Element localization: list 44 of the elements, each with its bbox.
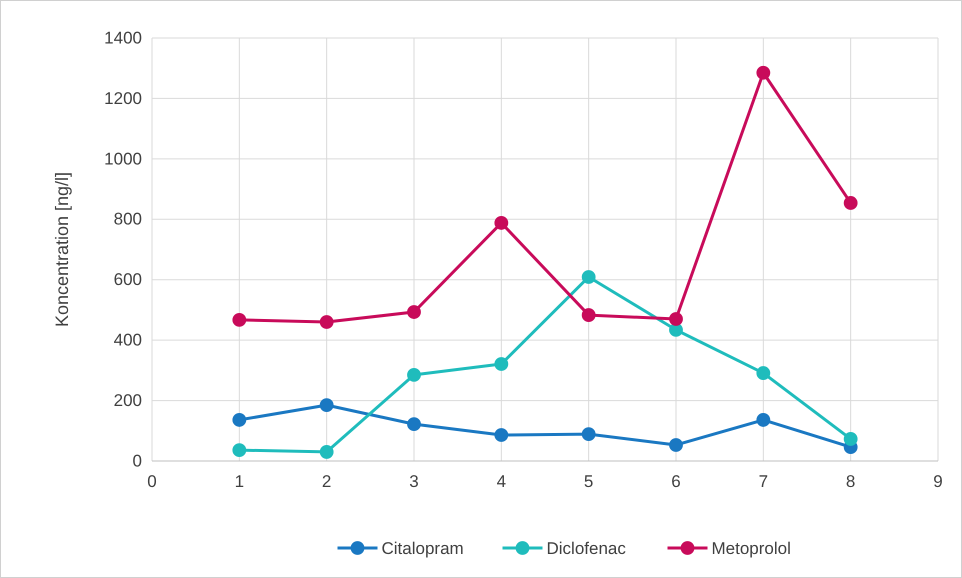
- x-tick-label: 4: [496, 472, 506, 492]
- point: [407, 417, 421, 432]
- legend-label: Citalopram: [382, 539, 464, 558]
- y-tick-label: 1200: [104, 88, 142, 108]
- x-tick-label: 8: [846, 472, 856, 492]
- x-tick-label: 9: [933, 472, 943, 492]
- legend-label: Metoprolol: [712, 539, 791, 558]
- x-tick-label: 2: [322, 472, 332, 492]
- point: [844, 196, 858, 210]
- point: [756, 413, 770, 427]
- point: [669, 438, 683, 452]
- y-tick-label: 800: [114, 210, 142, 229]
- y-axis-title: Koncentration [ng/l]: [52, 172, 72, 328]
- legend-label: Diclofenac: [546, 539, 626, 558]
- point: [582, 308, 596, 322]
- point: [320, 398, 334, 412]
- point: [232, 413, 246, 427]
- x-tick-label: 3: [409, 472, 419, 492]
- x-tick-label: 1: [234, 472, 244, 492]
- x-tick-label: 7: [758, 472, 768, 492]
- point: [582, 427, 596, 442]
- point: [407, 368, 421, 382]
- y-tick-label: 1400: [104, 28, 142, 48]
- point: [232, 443, 246, 458]
- point: [494, 357, 508, 371]
- x-tick-label: 0: [147, 472, 157, 492]
- point: [582, 270, 596, 284]
- point: [756, 366, 770, 380]
- point: [844, 432, 858, 446]
- point: [756, 66, 770, 80]
- y-tick-label: 200: [114, 391, 142, 410]
- x-tick-label: 6: [671, 472, 681, 492]
- x-tick-label: 5: [584, 472, 594, 492]
- point: [320, 315, 334, 329]
- point: [494, 216, 508, 230]
- point: [407, 305, 421, 319]
- y-tick-label: 0: [132, 451, 142, 470]
- point: [232, 313, 246, 327]
- point: [320, 445, 334, 459]
- point: [669, 312, 683, 326]
- y-tick-label: 400: [114, 330, 142, 350]
- y-tick-label: 1000: [104, 149, 142, 168]
- point: [494, 428, 508, 442]
- y-tick-label: 600: [114, 270, 142, 290]
